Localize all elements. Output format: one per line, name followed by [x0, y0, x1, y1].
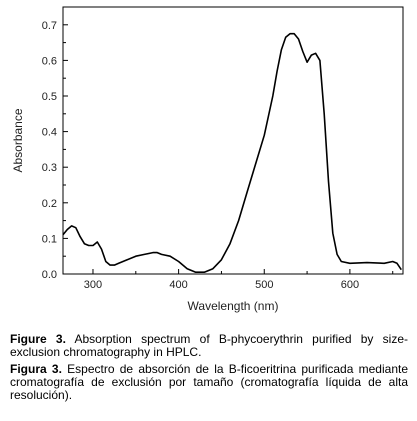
caption-english: Figure 3. Absorption spectrum of B-phyco… [10, 333, 408, 359]
y-tick-label: 0.7 [42, 20, 57, 32]
x-tick-label: 600 [341, 279, 359, 291]
x-tick-label: 400 [169, 279, 187, 291]
x-tick-label: 300 [84, 279, 102, 291]
x-tick-label: 500 [255, 279, 273, 291]
y-tick-label: 0.3 [42, 162, 57, 174]
y-tick-label: 0.6 [42, 55, 57, 67]
caption-english-text: Absorption spectrum of B-phycoerythrin p… [10, 332, 408, 359]
absorption-chart: 300 400 500 600 0.0 0.1 0.2 0.3 0.4 0.5 0.6 0.7 Wav… [11, 6, 404, 313]
caption-spanish: Figura 3. Espectro de absorción de la B-… [10, 363, 408, 402]
y-tick-label: 0.5 [42, 91, 57, 103]
absorbance-series-line [62, 32, 402, 274]
x-axis-label: Wavelength (nm) [188, 299, 279, 313]
plot-area: 300 400 500 600 0.0 0.1 0.2 0.3 0.4 0.5 0.6 0.7 [42, 6, 404, 291]
y-axis-label: Absorbance [11, 108, 25, 172]
plot-frame [62, 6, 404, 275]
caption-spanish-label: Figura 3. [10, 362, 62, 376]
caption-english-label: Figure 3. [10, 332, 66, 346]
y-tick-label: 0.1 [42, 233, 57, 245]
caption-spanish-text: Espectro de absorción de la B-ficoeritri… [10, 362, 409, 402]
y-tick-label: 0.4 [42, 127, 57, 139]
y-tick-label: 0.2 [42, 198, 57, 210]
y-tick-label: 0.0 [42, 269, 57, 281]
